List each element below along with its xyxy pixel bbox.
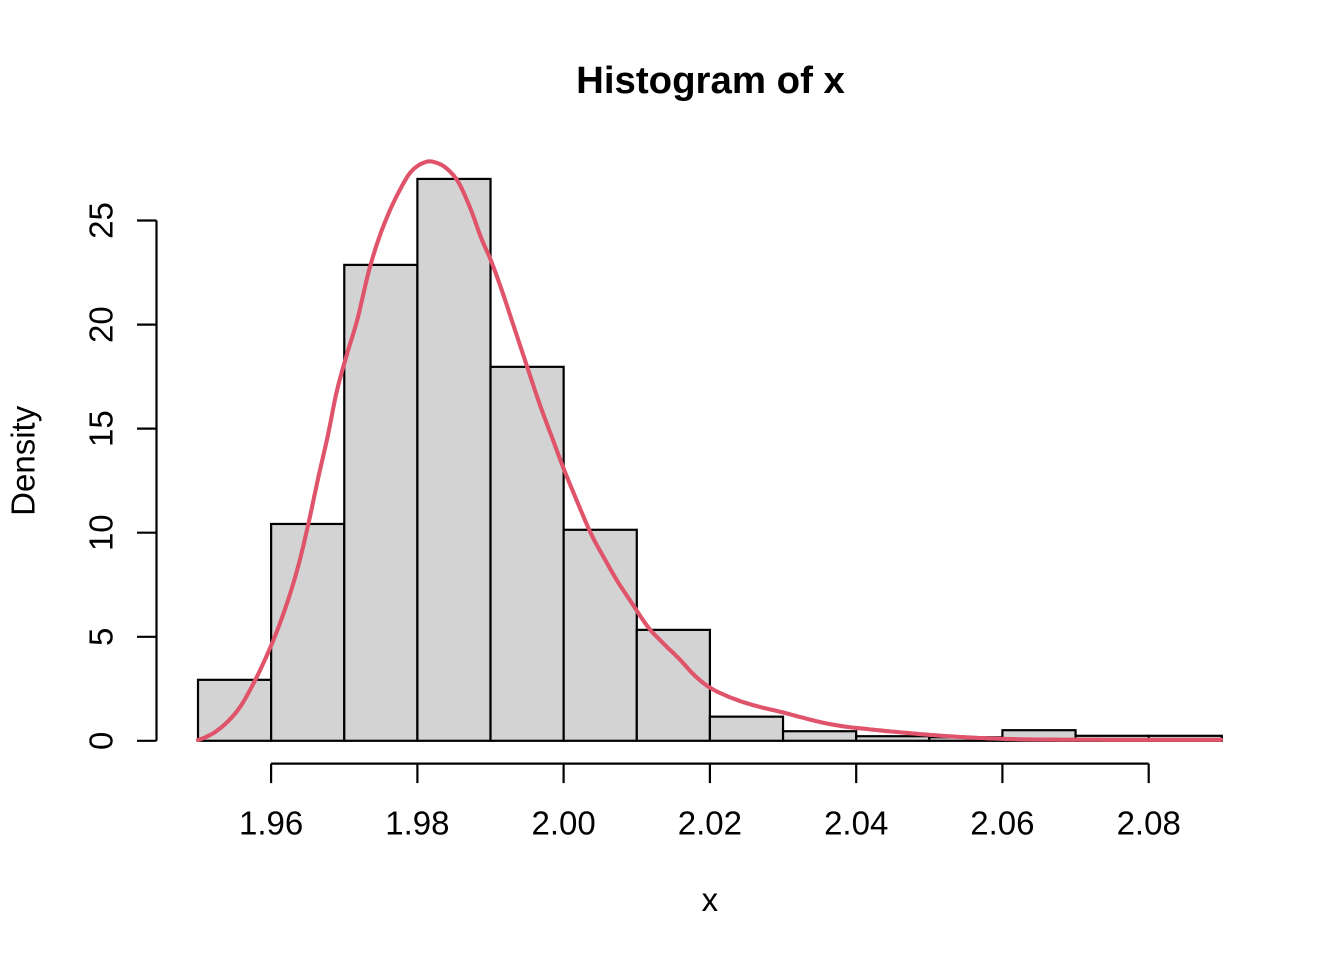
svg-text:Density: Density <box>4 405 41 516</box>
svg-text:x: x <box>702 881 719 918</box>
svg-text:25: 25 <box>82 202 119 239</box>
svg-text:1.96: 1.96 <box>239 805 303 842</box>
svg-text:0: 0 <box>82 732 119 750</box>
svg-text:2.06: 2.06 <box>970 805 1034 842</box>
svg-text:2.00: 2.00 <box>531 805 595 842</box>
svg-text:5: 5 <box>82 628 119 646</box>
svg-text:2.08: 2.08 <box>1117 805 1181 842</box>
svg-text:20: 20 <box>82 306 119 343</box>
svg-text:2.04: 2.04 <box>824 805 888 842</box>
svg-text:2.02: 2.02 <box>678 805 742 842</box>
svg-text:1.98: 1.98 <box>385 805 449 842</box>
svg-text:Histogram of x: Histogram of x <box>576 59 845 102</box>
svg-text:10: 10 <box>82 514 119 551</box>
svg-text:15: 15 <box>82 410 119 447</box>
